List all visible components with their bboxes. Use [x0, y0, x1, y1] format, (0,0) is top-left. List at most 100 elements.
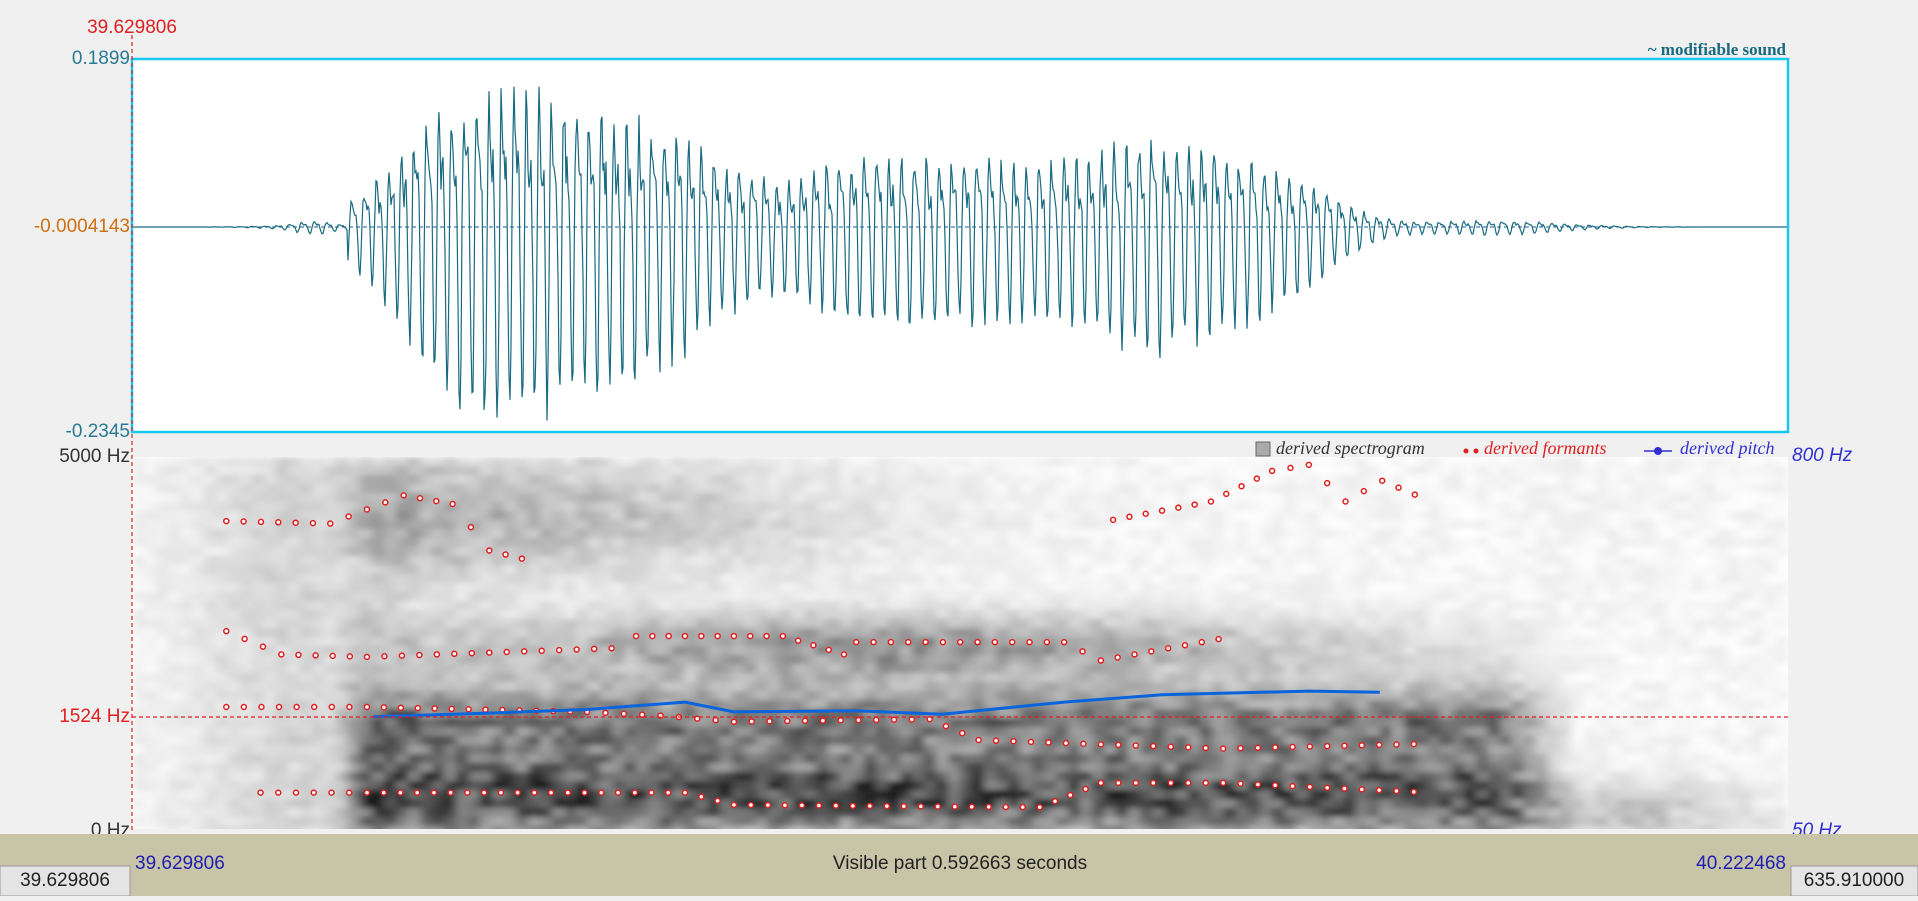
spectrogram-cell [564, 763, 576, 772]
spectrogram-cell [1488, 565, 1500, 574]
spectrogram-cell [504, 646, 516, 655]
spectrogram-cell [156, 592, 168, 601]
spectrogram-cell [1476, 808, 1488, 817]
spectrogram-cell [1008, 799, 1020, 808]
spectrogram-cell [780, 493, 792, 502]
spectrogram-cell [444, 520, 456, 529]
spectrogram-cell [1320, 808, 1332, 817]
spectrogram-cell [936, 574, 948, 583]
spectrogram-cell [888, 790, 900, 799]
spectrogram-cell [1092, 781, 1104, 790]
spectrogram-cell [732, 601, 744, 610]
spectrogram-cell [840, 502, 852, 511]
spectrogram-cell [144, 628, 156, 637]
spectrogram-cell [732, 781, 744, 790]
spectrogram-cell [312, 772, 324, 781]
spectrogram-cell [648, 565, 660, 574]
spectrogram-cell [468, 700, 480, 709]
spectrogram-cell [1272, 619, 1284, 628]
spectrogram-cell [1464, 718, 1476, 727]
spectrogram-cell [624, 628, 636, 637]
spectrogram-cell [600, 628, 612, 637]
spectrogram-cell [492, 745, 504, 754]
spectrogram-cell [1092, 610, 1104, 619]
spectrogram-cell [888, 727, 900, 736]
spectrogram-cell [1140, 718, 1152, 727]
spectrogram-cell [1008, 511, 1020, 520]
spectrogram-cell [144, 520, 156, 529]
spectrogram-cell [1152, 718, 1164, 727]
spectrogram-cell [1152, 781, 1164, 790]
spectrogram-cell [132, 790, 144, 799]
spectrogram-cell [492, 727, 504, 736]
spectrogram-cell [780, 628, 792, 637]
spectrogram-cell [876, 664, 888, 673]
spectrogram-cell [804, 475, 816, 484]
spectrogram-cell [1488, 799, 1500, 808]
spectrogram-cell [1500, 673, 1512, 682]
spectrogram-cell [1224, 610, 1236, 619]
spectrogram-cell [1068, 817, 1080, 826]
spectrogram-cell [552, 763, 564, 772]
spectrogram-cell [240, 709, 252, 718]
spectrogram-cell [312, 799, 324, 808]
spectrogram-cell [528, 628, 540, 637]
spectrogram-cell [1356, 781, 1368, 790]
spectrogram-cell [732, 484, 744, 493]
spectrogram-cell [864, 781, 876, 790]
spectrogram-cell [600, 817, 612, 826]
spectrogram-cell [1320, 574, 1332, 583]
spectrogram-cell [708, 772, 720, 781]
spectrogram-cell [984, 520, 996, 529]
spectrogram-cell [1524, 538, 1536, 547]
spectrogram-cell [564, 502, 576, 511]
spectrogram-cell [564, 727, 576, 736]
spectrogram-cell [924, 502, 936, 511]
spectrogram-cell [1440, 556, 1452, 565]
spectrogram-cell [216, 781, 228, 790]
spectrogram-cell [1092, 709, 1104, 718]
spectrogram-cell [1176, 709, 1188, 718]
spectrogram-cell [1272, 511, 1284, 520]
spectrogram-cell [888, 664, 900, 673]
spectrogram-cell [1236, 493, 1248, 502]
spectrogram-cell [612, 718, 624, 727]
spectrogram-cell [264, 655, 276, 664]
spectrogram-cell [1260, 574, 1272, 583]
spectrogram-cell [624, 781, 636, 790]
spectrogram-cell [228, 610, 240, 619]
spectrogram-cell [432, 538, 444, 547]
spectrogram-cell [348, 484, 360, 493]
spectrogram-cell [1200, 817, 1212, 826]
spectrogram-cell [780, 826, 792, 829]
spectrogram-cell [156, 673, 168, 682]
spectrogram-cell [360, 466, 372, 475]
spectrogram-cell [924, 556, 936, 565]
spectrogram-cell [576, 601, 588, 610]
spectrogram-cell [408, 466, 420, 475]
spectrogram-cell [684, 484, 696, 493]
spectrogram-cell [588, 727, 600, 736]
spectrogram-cell [1416, 790, 1428, 799]
spectrogram-cell [396, 646, 408, 655]
spectrogram-cell [1248, 754, 1260, 763]
spectrogram-cell [600, 520, 612, 529]
spectrogram-cell [1212, 529, 1224, 538]
spectrogram-cell [324, 637, 336, 646]
spectrogram-cell [708, 538, 720, 547]
spectrogram-cell [132, 628, 144, 637]
spectrogram-cell [912, 691, 924, 700]
spectrogram-cell [780, 547, 792, 556]
spectrogram-cell [1008, 664, 1020, 673]
spectrogram-cell [1524, 664, 1536, 673]
spectrogram-cell [1260, 583, 1272, 592]
spectrogram-cell [900, 475, 912, 484]
spectrogram-cell [384, 484, 396, 493]
spectrogram-cell [840, 592, 852, 601]
spectrogram-cell [612, 799, 624, 808]
spectrogram-cell [216, 493, 228, 502]
spectrogram-cell [588, 610, 600, 619]
spectrogram-cell [744, 700, 756, 709]
spectrogram-cell [360, 808, 372, 817]
spectrogram-cell [276, 637, 288, 646]
